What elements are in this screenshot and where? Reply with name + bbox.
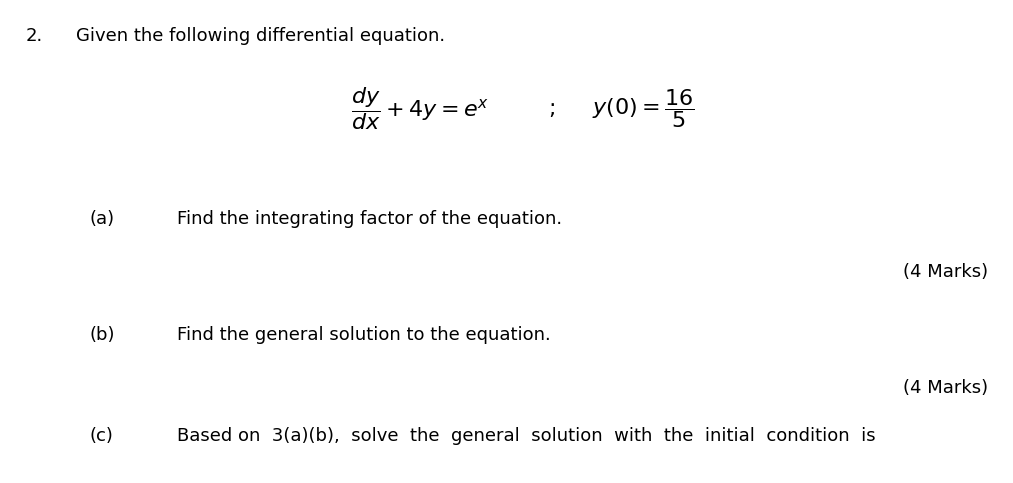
Text: $y(0)=\dfrac{16}{5}$: $y(0)=\dfrac{16}{5}$ — [592, 87, 695, 130]
Text: Find the general solution to the equation.: Find the general solution to the equatio… — [177, 326, 551, 344]
Text: ;: ; — [548, 99, 556, 119]
Text: (c): (c) — [89, 427, 113, 445]
Text: (b): (b) — [89, 326, 114, 344]
Text: (a): (a) — [89, 210, 114, 228]
Text: Given the following differential equation.: Given the following differential equatio… — [76, 27, 445, 44]
Text: 2.: 2. — [25, 27, 43, 44]
Text: $\dfrac{dy}{dx}+4y=e^{x}$: $\dfrac{dy}{dx}+4y=e^{x}$ — [352, 85, 489, 132]
Text: Find the integrating factor of the equation.: Find the integrating factor of the equat… — [177, 210, 562, 228]
Text: (4 Marks): (4 Marks) — [903, 379, 988, 397]
Text: (4 Marks): (4 Marks) — [903, 263, 988, 281]
Text: $y(0)=\dfrac{16}{5}.$: $y(0)=\dfrac{16}{5}.$ — [177, 481, 288, 483]
Text: Based on  3(a)(b),  solve  the  general  solution  with  the  initial  condition: Based on 3(a)(b), solve the general solu… — [177, 427, 876, 445]
